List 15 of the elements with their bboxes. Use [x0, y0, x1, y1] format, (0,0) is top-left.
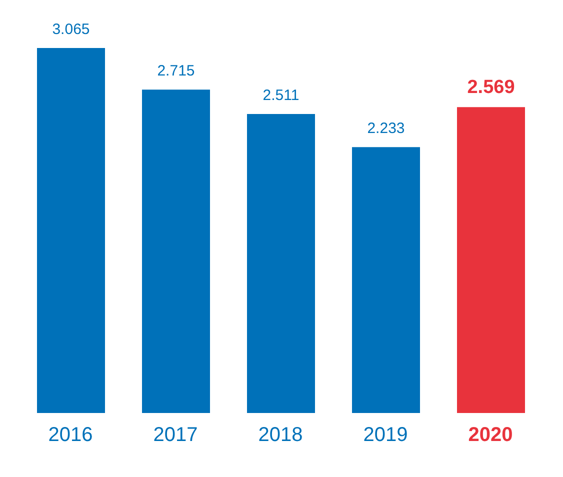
bar	[142, 90, 210, 413]
data-label: 2.715	[157, 62, 195, 80]
x-tick-label: 2019	[363, 424, 408, 446]
data-label: 3.065	[52, 21, 90, 38]
x-tick-label: 2020	[468, 424, 513, 446]
bar	[457, 107, 525, 413]
x-tick-label: 2017	[153, 424, 198, 446]
data-label: 2.569	[467, 77, 515, 98]
data-label: 2.511	[262, 86, 300, 104]
x-tick-label: 2016	[48, 424, 93, 446]
bar	[247, 114, 315, 413]
x-tick-label: 2018	[258, 424, 303, 446]
data-label: 2.233	[367, 120, 405, 138]
bar	[352, 147, 420, 413]
bar	[37, 48, 105, 413]
